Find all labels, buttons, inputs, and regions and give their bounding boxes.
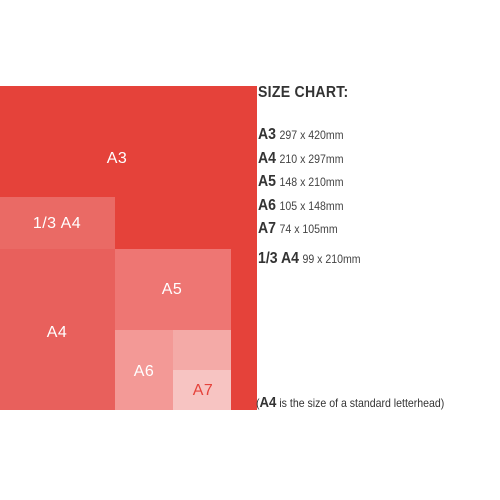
note-size-name: A4 <box>259 394 277 411</box>
rect-a7: A7 <box>173 370 231 410</box>
legend-size-dims: 297 x 420mm <box>279 128 344 142</box>
legend-size-name: A4 <box>258 149 276 167</box>
legend-row-a5: A5 148 x 210mm <box>258 170 460 194</box>
legend-size-dims: 148 x 210mm <box>279 175 344 189</box>
rect-label-one-third-a4: 1/3 A4 <box>32 215 82 232</box>
legend-size-name: A7 <box>258 220 276 237</box>
note-text: is the size of a standard letterhead) <box>276 396 445 410</box>
rect-a4: A4 <box>0 249 115 410</box>
rect-a6-upper-half <box>173 330 231 370</box>
rect-label-a7: A7 <box>192 382 214 399</box>
legend-row-a4: A4 210 x 297mm <box>258 147 460 171</box>
legend-size-name: A6 <box>258 196 276 214</box>
legend-title: SIZE CHART: <box>258 84 349 101</box>
letterhead-note: (A4 is the size of a standard letterhead… <box>256 394 444 412</box>
rect-one-third-a4: 1/3 A4 <box>0 197 115 249</box>
legend-row-one-third-a4: 1/3 A4 99 x 210mm <box>258 247 460 271</box>
legend-size-dims: 105 x 148mm <box>279 198 344 213</box>
legend-size-name: 1/3 A4 <box>258 249 299 267</box>
legend-size-dims: 99 x 210mm <box>302 251 361 266</box>
legend-row-a3: A3 297 x 420mm <box>258 123 460 147</box>
note-open-paren: ( <box>256 396 260 410</box>
rect-label-a6: A6 <box>133 363 155 380</box>
legend-row-a6: A6 105 x 148mm <box>258 194 460 218</box>
rect-a6: A6 <box>115 330 173 410</box>
legend-row-a7: A7 74 x 105mm <box>258 217 460 241</box>
legend-size-dims: 210 x 297mm <box>279 151 344 166</box>
size-chart-legend: SIZE CHART: A3 297 x 420mm A4 210 x 297mm … <box>258 84 488 270</box>
rect-a5: A5 <box>115 249 231 330</box>
rect-label-a4: A4 <box>46 324 68 341</box>
rect-label-a3: A3 <box>106 150 128 167</box>
legend-size-name: A3 <box>258 126 276 143</box>
legend-size-name: A5 <box>258 173 276 190</box>
rect-label-a5: A5 <box>161 281 183 298</box>
legend-size-dims: 74 x 105mm <box>279 222 338 236</box>
